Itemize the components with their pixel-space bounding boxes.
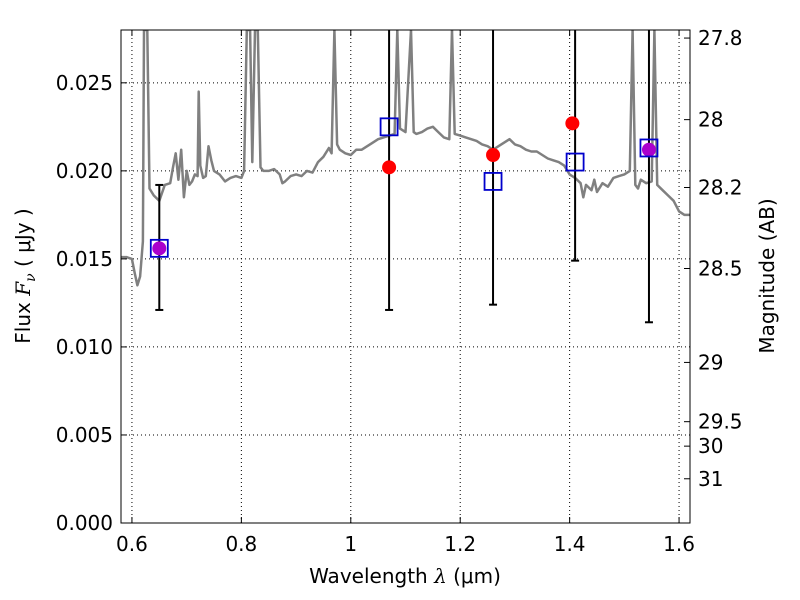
observed-point: [379, 117, 399, 137]
model-point: [565, 116, 580, 131]
marker-layer: [149, 116, 659, 258]
y2-tick-label: 29.5: [698, 410, 743, 434]
observed-point: [565, 152, 585, 172]
x-tick-label: 1.2: [444, 532, 476, 556]
y-tick-label: 0.020: [56, 159, 113, 183]
errorbar-layer: [155, 30, 653, 324]
y-tick-label: 0.010: [56, 335, 113, 359]
model-point: [486, 148, 501, 163]
x-tick-label: 1.6: [663, 532, 695, 556]
ticks: 0.6 0.8 1 1.2 1.4 1.6 0.000 0.005 0.010 0.015 0.02…: [56, 26, 743, 556]
y-tick-label: 0.015: [56, 247, 113, 271]
x-tick-label: 1: [344, 532, 357, 556]
y-tick-label: 0.000: [56, 511, 113, 535]
y2-axis-label: Magnitude (AB): [755, 198, 779, 353]
y2-tick-label: 28: [698, 108, 723, 132]
y2-tick-label: 29: [698, 350, 723, 374]
model-point: [152, 241, 167, 256]
x-tick-label: 0.8: [225, 532, 257, 556]
model-spectrum-line: [121, 30, 690, 287]
model-spectrum-layer: [121, 30, 690, 287]
x-tick-label: 0.6: [116, 532, 148, 556]
model-point: [382, 160, 397, 175]
x-axis-label: Wavelength λ (μm): [309, 564, 501, 588]
grid: [121, 30, 690, 523]
y2-tick-label: 30: [698, 434, 723, 458]
y2-tick-label: 31: [698, 467, 723, 491]
y-tick-label: 0.005: [56, 423, 113, 447]
y2-tick-label: 28.2: [698, 176, 743, 200]
observed-point: [483, 172, 503, 191]
y-tick-label: 0.025: [56, 71, 113, 95]
y2-tick-label: 27.8: [698, 26, 743, 50]
model-point: [641, 142, 656, 157]
y-axis-label: Flux Fν ( μJy ): [11, 208, 39, 343]
plot-frame: [120, 29, 691, 524]
y2-tick-label: 28.5: [698, 256, 743, 280]
observed-point: [639, 138, 659, 158]
x-tick-label: 1.4: [554, 532, 586, 556]
observed-point: [149, 238, 169, 258]
